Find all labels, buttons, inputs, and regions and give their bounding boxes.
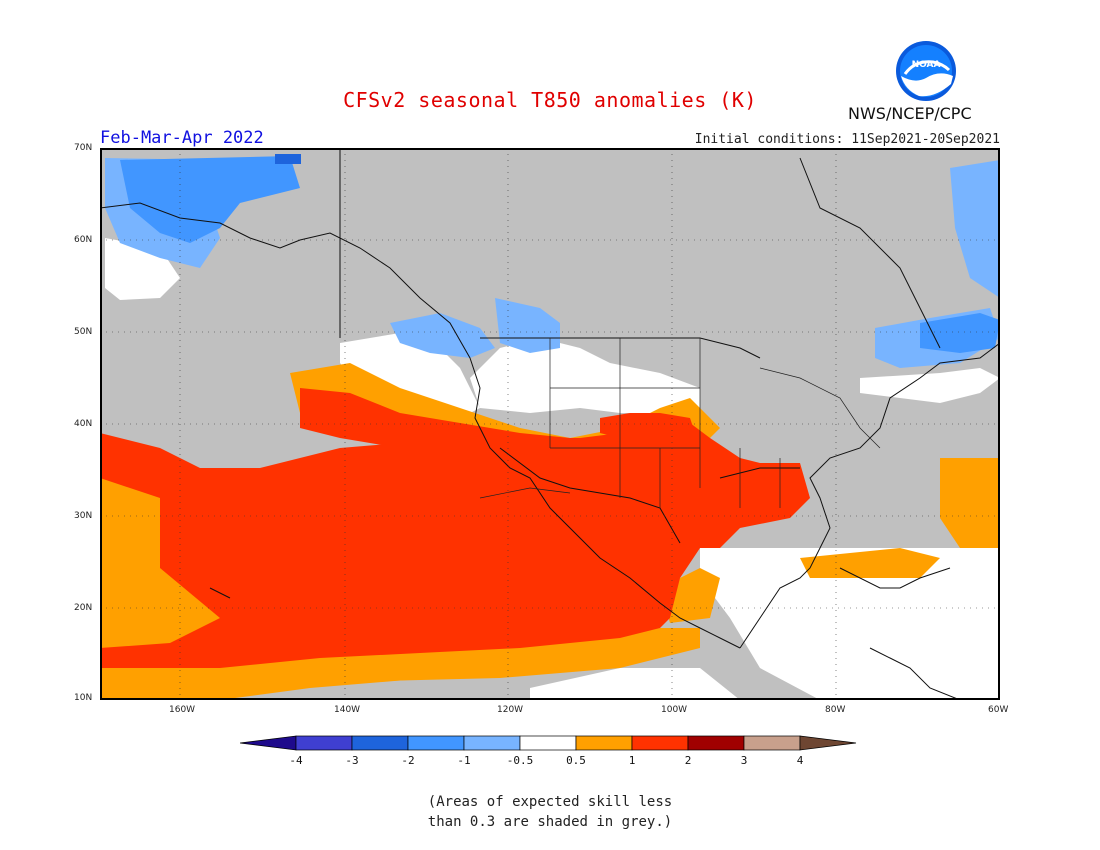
legend-tick-label: 0.5 bbox=[566, 754, 586, 767]
forecast-period: Feb-Mar-Apr 2022 bbox=[100, 128, 264, 148]
borders bbox=[479, 338, 881, 508]
legend-tick-label: -3 bbox=[345, 754, 358, 767]
coastlines bbox=[99, 148, 1001, 701]
noaa-logo: NOAA bbox=[895, 40, 957, 102]
legend-tick-label: 2 bbox=[685, 754, 692, 767]
legend-tick-label: -0.5 bbox=[507, 754, 534, 767]
chart-title: CFSv2 seasonal T850 anomalies (K) bbox=[343, 88, 757, 112]
legend-swatch bbox=[351, 735, 409, 751]
lon-label: 100W bbox=[661, 705, 688, 715]
legend-arrow-low bbox=[239, 735, 297, 751]
lat-label: 20N bbox=[74, 603, 93, 613]
initial-conditions: Initial conditions: 11Sep2021-20Sep2021 bbox=[694, 132, 1000, 147]
warm-anomaly-strong bbox=[100, 388, 810, 668]
legend-swatch bbox=[687, 735, 745, 751]
color-legend: -4 -3 -2 -1 -0.5 0.5 1 2 3 4 bbox=[239, 732, 865, 776]
lat-label: 40N bbox=[74, 419, 93, 429]
map-frame bbox=[100, 148, 1000, 700]
lat-label: 60N bbox=[74, 235, 93, 245]
agency-label: NWS/NCEP/CPC bbox=[848, 104, 972, 123]
legend-swatch bbox=[743, 735, 801, 751]
lat-label: 50N bbox=[74, 327, 93, 337]
anomaly-map bbox=[99, 148, 1001, 704]
logo-text: NOAA bbox=[912, 60, 941, 70]
graticule bbox=[100, 148, 1000, 700]
legend-swatch bbox=[631, 735, 689, 751]
legend-tick-label: -4 bbox=[289, 754, 303, 767]
legend-tick-label: -2 bbox=[401, 754, 414, 767]
legend-arrow-high bbox=[799, 735, 857, 751]
lon-label: 140W bbox=[334, 705, 361, 715]
lon-label: 120W bbox=[497, 705, 524, 715]
legend-tick-label: -1 bbox=[457, 754, 470, 767]
lon-label: 80W bbox=[825, 705, 846, 715]
skill-note-line2: than 0.3 are shaded in grey.) bbox=[427, 814, 673, 830]
legend-swatch bbox=[407, 735, 465, 751]
legend-swatch bbox=[519, 735, 577, 751]
cold-anomaly-medium bbox=[120, 156, 1000, 353]
legend-tick-label: 1 bbox=[629, 754, 636, 767]
legend-tick-label: 4 bbox=[797, 754, 804, 767]
legend-swatch bbox=[575, 735, 633, 751]
lat-label: 70N bbox=[74, 143, 93, 153]
legend-tick-label: 3 bbox=[741, 754, 748, 767]
lon-label: 160W bbox=[169, 705, 196, 715]
legend-swatch bbox=[463, 735, 521, 751]
cold-anomaly-strong bbox=[275, 154, 301, 164]
legend-swatch bbox=[295, 735, 353, 751]
lat-label: 10N bbox=[74, 693, 93, 703]
lat-label: 30N bbox=[74, 511, 93, 521]
lon-label: 60W bbox=[988, 705, 1009, 715]
skill-note: (Areas of expected skill less than 0.3 a… bbox=[0, 792, 1100, 832]
skill-note-line1: (Areas of expected skill less bbox=[427, 794, 673, 810]
